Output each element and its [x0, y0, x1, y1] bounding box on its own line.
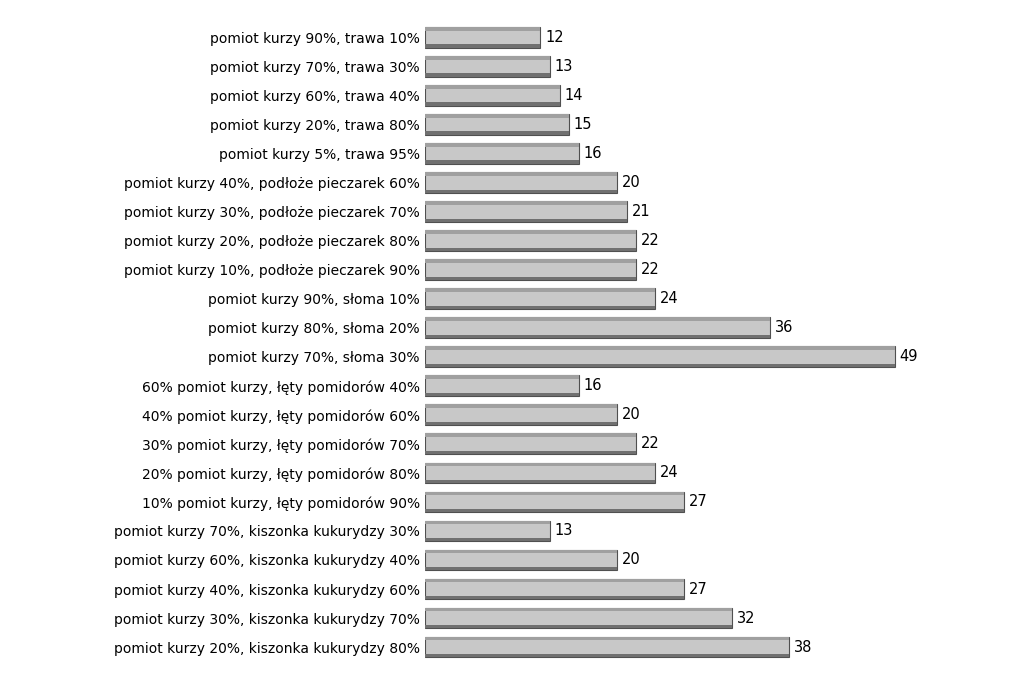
Bar	[425, 492, 684, 496]
Text: 27: 27	[689, 582, 708, 597]
Bar	[425, 306, 655, 309]
Text: 27: 27	[689, 494, 708, 509]
Bar	[425, 538, 550, 542]
Bar	[425, 56, 550, 60]
Text: 22: 22	[641, 262, 659, 277]
Bar	[425, 317, 770, 321]
Text: 38: 38	[794, 639, 812, 654]
Bar	[425, 85, 559, 89]
Bar	[425, 143, 578, 164]
Bar	[425, 637, 789, 640]
Bar	[425, 624, 732, 629]
Text: 13: 13	[555, 59, 573, 75]
Bar	[425, 550, 617, 553]
Bar	[425, 115, 569, 135]
Bar	[425, 346, 894, 367]
Bar	[425, 405, 617, 408]
Bar	[425, 161, 578, 164]
Bar	[425, 27, 540, 48]
Bar	[425, 288, 655, 309]
Bar	[425, 73, 550, 77]
Bar	[425, 550, 617, 570]
Bar	[425, 654, 789, 658]
Bar	[425, 115, 569, 118]
Bar	[425, 143, 578, 147]
Bar	[425, 433, 636, 437]
Bar	[425, 607, 732, 629]
Bar	[425, 376, 578, 397]
Bar	[425, 45, 540, 48]
Bar	[425, 451, 636, 454]
Bar	[425, 479, 655, 483]
Bar	[425, 521, 550, 542]
Bar	[425, 288, 655, 292]
Bar	[425, 578, 684, 582]
Bar	[425, 462, 655, 483]
Bar	[425, 260, 636, 280]
Bar	[425, 567, 617, 570]
Bar	[425, 317, 770, 338]
Text: 15: 15	[574, 117, 593, 132]
Bar	[425, 422, 617, 425]
Bar	[425, 231, 636, 252]
Bar	[425, 189, 617, 193]
Bar	[425, 85, 559, 106]
Bar	[425, 201, 627, 205]
Bar	[425, 334, 770, 338]
Text: 22: 22	[641, 437, 659, 452]
Bar	[425, 172, 617, 176]
Bar	[425, 433, 636, 454]
Bar	[425, 607, 732, 612]
Text: 13: 13	[555, 523, 573, 538]
Text: 21: 21	[631, 204, 650, 219]
Text: 16: 16	[583, 378, 602, 393]
Text: 49: 49	[900, 349, 918, 364]
Bar	[425, 521, 550, 524]
Bar	[425, 172, 617, 193]
Bar	[425, 102, 559, 106]
Text: 24: 24	[660, 466, 679, 481]
Bar	[425, 508, 684, 513]
Text: 20: 20	[622, 407, 640, 422]
Text: 20: 20	[622, 176, 640, 191]
Bar	[425, 376, 578, 379]
Bar	[425, 56, 550, 77]
Text: 24: 24	[660, 292, 679, 306]
Bar	[425, 346, 894, 351]
Bar	[425, 363, 894, 367]
Bar	[425, 260, 636, 263]
Bar	[425, 462, 655, 466]
Bar	[425, 201, 627, 222]
Text: 32: 32	[736, 610, 756, 626]
Text: 14: 14	[564, 88, 582, 103]
Bar	[425, 393, 578, 397]
Bar	[425, 132, 569, 135]
Bar	[425, 596, 684, 599]
Bar	[425, 218, 627, 222]
Bar	[425, 578, 684, 599]
Bar	[425, 277, 636, 280]
Bar	[425, 492, 684, 513]
Text: 16: 16	[583, 146, 602, 161]
Bar	[425, 27, 540, 31]
Text: 36: 36	[775, 321, 793, 336]
Text: 22: 22	[641, 233, 659, 248]
Text: 20: 20	[622, 553, 640, 567]
Bar	[425, 231, 636, 234]
Bar	[425, 405, 617, 425]
Text: 12: 12	[545, 31, 564, 45]
Bar	[425, 637, 789, 658]
Bar	[425, 247, 636, 252]
